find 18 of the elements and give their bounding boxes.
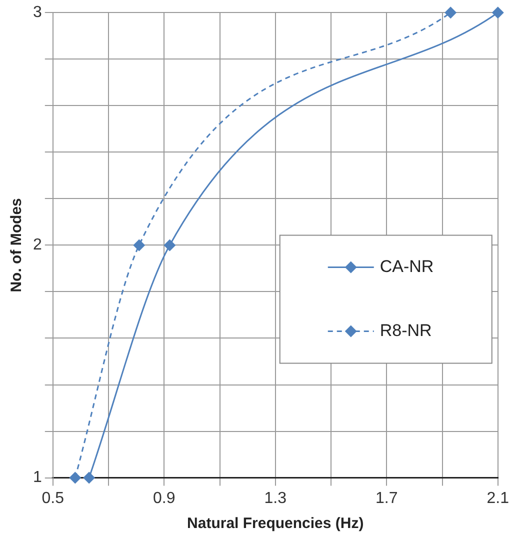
y-tick-label: 1	[32, 469, 42, 486]
point	[492, 6, 504, 19]
point	[69, 472, 82, 484]
x-tick-label: 0.5	[42, 490, 64, 507]
x-tick-label: 1.7	[376, 490, 398, 507]
y-tick-label: 3	[32, 4, 42, 22]
legend-label: R8-NR	[380, 320, 432, 340]
point	[444, 6, 457, 19]
point	[133, 239, 146, 252]
legend-label: CA-NR	[380, 256, 434, 276]
x-tick-label: 2.1	[486, 490, 510, 507]
x-tick-label: 0.9	[153, 490, 176, 507]
y-axis-title: No. of Modes	[8, 198, 26, 292]
x-tick-label: 1.3	[264, 490, 287, 507]
point	[83, 472, 96, 484]
point	[164, 239, 176, 252]
y-tick-label: 2	[32, 236, 42, 254]
x-axis-title: Natural Frequencies (Hz)	[187, 515, 364, 532]
